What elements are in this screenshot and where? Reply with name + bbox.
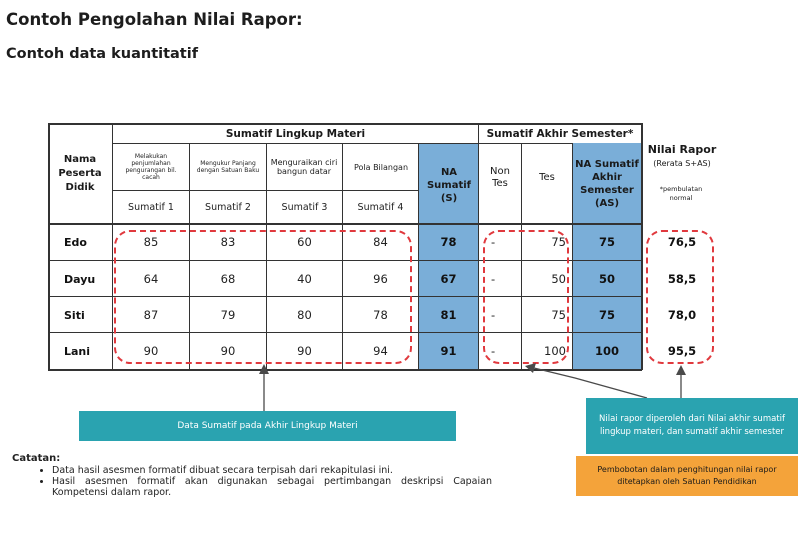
- cell-rapor: 95,5: [667, 344, 697, 358]
- callout-pembobotan: Pembobotan dalam penghitungan nilai rapo…: [576, 456, 798, 496]
- header-pembulatan-note: *pembulatan normal: [659, 185, 703, 202]
- materi-desc-3: Menguraikan ciri bangun datar: [270, 158, 338, 176]
- cell-s1: 64: [143, 272, 159, 286]
- dashed-outline-rapor: [646, 230, 714, 364]
- cell-tes: 75: [551, 308, 566, 322]
- cell-rapor: 76,5: [667, 235, 697, 249]
- materi-desc-1: Melakukan penjumlahan pengurangan bil. c…: [125, 153, 177, 181]
- nilai-rapor-table: Nama Peserta Didik Sumatif Lingkup Mater…: [48, 123, 716, 371]
- notes-title: Catatan:: [12, 453, 61, 464]
- cell-s2: 83: [220, 235, 236, 249]
- header-tes: Tes: [539, 171, 555, 183]
- header-sumatif-lingkup-materi: Sumatif Lingkup Materi: [225, 127, 366, 140]
- cell-s1: 87: [143, 308, 159, 322]
- cell-name: Dayu: [64, 272, 96, 286]
- cell-na-s: 81: [440, 308, 457, 322]
- dashed-outline-sumatif: [114, 230, 412, 364]
- callout-nilai-rapor: Nilai rapor diperoleh dari Nilai akhir s…: [586, 398, 798, 454]
- cell-s3: 90: [297, 344, 312, 358]
- label-sumatif-1: Sumatif 1: [128, 201, 174, 213]
- cell-s1: 90: [143, 344, 159, 358]
- page-title: Contoh Pengolahan Nilai Rapor:: [6, 10, 303, 29]
- cell-na-as: 100: [594, 344, 619, 358]
- materi-desc-4: Pola Bilangan: [353, 162, 409, 172]
- cell-rapor: 78,0: [667, 308, 697, 322]
- page-subtitle: Contoh data kuantitatif: [6, 46, 199, 62]
- notes-item-1: Data hasil asesmen formatif dibuat secar…: [52, 465, 492, 476]
- label-sumatif-2: Sumatif 2: [205, 201, 251, 213]
- dashed-outline-akhir: [483, 230, 569, 364]
- cell-tes: 50: [551, 272, 566, 286]
- cell-s1: 85: [143, 235, 159, 249]
- header-rerata: (Rerata S+AS): [653, 158, 711, 168]
- cell-s2: 90: [220, 344, 236, 358]
- cell-non-tes: -: [491, 272, 496, 286]
- notes-section: Catatan: Data hasil asesmen formatif dib…: [12, 453, 492, 498]
- label-sumatif-3: Sumatif 3: [281, 201, 328, 213]
- cell-rapor: 58,5: [667, 272, 697, 286]
- cell-non-tes: -: [491, 308, 496, 322]
- header-na-as: NA Sumatif Akhir Semester (AS): [575, 159, 639, 209]
- cell-na-s: 91: [440, 344, 457, 358]
- notes-list: Data hasil asesmen formatif dibuat secar…: [12, 465, 492, 498]
- cell-name: Siti: [64, 308, 85, 322]
- cell-na-as: 75: [598, 308, 615, 322]
- cell-s2: 68: [220, 272, 236, 286]
- cell-name: Lani: [64, 344, 91, 358]
- cell-s3: 80: [297, 308, 312, 322]
- cell-s3: 60: [297, 235, 312, 249]
- header-nama-peserta-didik: Nama Peserta Didik: [58, 154, 102, 193]
- cell-na-as: 75: [598, 235, 615, 249]
- label-sumatif-4: Sumatif 4: [357, 201, 404, 213]
- cell-na-as: 50: [598, 272, 615, 286]
- cell-na-s: 67: [440, 272, 457, 286]
- header-sumatif-akhir-semester: Sumatif Akhir Semester*: [486, 127, 634, 140]
- materi-desc-2: Mengukur Panjang dengan Satuan Baku: [196, 160, 260, 174]
- cell-s2: 79: [220, 308, 236, 322]
- cell-na-s: 78: [440, 235, 457, 249]
- header-na-sumatif: NA Sumatif (S): [426, 166, 472, 204]
- cell-s3: 40: [297, 272, 312, 286]
- header-nilai-rapor: Nilai Rapor: [647, 142, 717, 156]
- callout-data-sumatif: Data Sumatif pada Akhir Lingkup Materi: [79, 411, 456, 441]
- notes-item-2: Hasil asesmen formatif akan digunakan se…: [52, 476, 492, 498]
- cell-name: Edo: [64, 235, 87, 249]
- cell-s4: 84: [373, 235, 388, 249]
- cell-s4: 94: [373, 344, 388, 358]
- cell-s4: 78: [373, 308, 388, 322]
- cell-s4: 96: [373, 272, 388, 286]
- header-non-tes: Non Tes: [490, 166, 510, 189]
